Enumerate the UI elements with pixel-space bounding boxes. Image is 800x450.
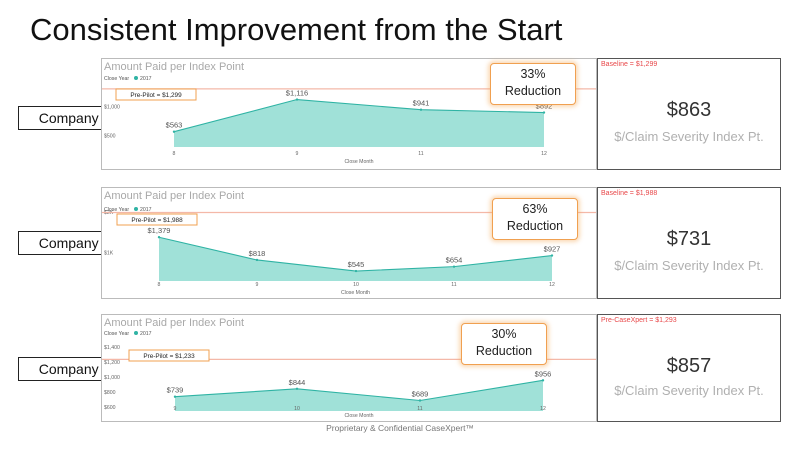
legend-series[interactable]: 2017 xyxy=(140,331,152,337)
x-tick-label: 9 xyxy=(256,282,259,288)
legend-prefix: Close Year xyxy=(104,207,129,213)
data-label: $545 xyxy=(348,260,365,269)
data-point[interactable] xyxy=(418,399,422,402)
data-label: $927 xyxy=(544,245,561,254)
data-point[interactable] xyxy=(452,265,456,268)
data-point[interactable] xyxy=(295,98,299,101)
company-2-chart-panel[interactable]: Amount Paid per Index Point Close Year 20… xyxy=(101,187,597,299)
data-point[interactable] xyxy=(172,130,176,133)
pre-pilot-label: Pre-Pilot = $1,299 xyxy=(130,92,182,99)
x-tick-label: 11 xyxy=(451,282,456,288)
data-label: $956 xyxy=(535,369,552,378)
chart-title: Amount Paid per Index Point xyxy=(104,190,245,202)
series-line xyxy=(174,379,544,402)
data-label: $818 xyxy=(249,249,266,258)
pre-pilot-box xyxy=(116,213,198,226)
data-point[interactable] xyxy=(419,108,423,111)
pre-pilot-label: Pre-Pilot = $1,988 xyxy=(131,217,183,224)
data-point[interactable] xyxy=(541,379,545,382)
baseline-label: Baseline = $1,299 xyxy=(601,61,658,68)
legend-prefix: Close Year xyxy=(104,76,129,82)
reduction-callout: 63% Reduction xyxy=(492,198,578,240)
legend-series[interactable]: 2017 xyxy=(140,207,152,213)
callout-text: 63% Reduction xyxy=(506,202,564,233)
data-point[interactable] xyxy=(295,387,299,390)
x-tick-label: 9 xyxy=(174,406,177,412)
y-tick-label: $500 xyxy=(104,133,116,139)
data-label: $1,116 xyxy=(286,89,308,98)
x-tick-label: 8 xyxy=(173,151,176,157)
company-1-stat-panel: Baseline = $1,299 $863 $/Claim Severity … xyxy=(597,58,781,170)
x-tick-label: 10 xyxy=(353,282,359,288)
series-area xyxy=(175,380,543,411)
reduction-callout: 30% Reduction xyxy=(461,323,547,365)
legend-prefix: Close Year xyxy=(104,331,129,337)
baseline-label: Baseline = $1,988 xyxy=(601,190,658,197)
footer-text: Proprietary & Confidential CaseXpert™ xyxy=(326,423,474,433)
chart-title: Amount Paid per Index Point xyxy=(104,317,245,329)
series-line xyxy=(173,98,545,133)
legend-marker xyxy=(134,207,138,211)
callout-text: 33% Reduction xyxy=(504,67,562,98)
baseline-label: Pre-CaseXpert = $1,293 xyxy=(601,317,677,324)
x-tick-label: 12 xyxy=(540,406,546,412)
x-tick-label: 12 xyxy=(549,282,555,288)
y-tick-label: $600 xyxy=(104,405,116,411)
series-area xyxy=(174,99,544,147)
stat-caption: $/Claim Severity Index Pt. xyxy=(614,383,764,398)
data-label: $941 xyxy=(413,99,430,108)
y-tick-label: $1,200 xyxy=(104,360,120,366)
company-2-area-chart: Close Year2017$2K$1K$1,3798$8189$54510$6… xyxy=(102,207,596,296)
pre-pilot-box xyxy=(128,349,210,362)
data-point[interactable] xyxy=(354,269,358,273)
data-label: $654 xyxy=(446,256,463,265)
company-3-stat-panel: Pre-CaseXpert = $1,293 $857 $/Claim Seve… xyxy=(597,314,781,422)
x-tick-label: 10 xyxy=(294,406,300,412)
slide-title: Consistent Improvement from the Start xyxy=(30,12,563,47)
company-1-chart-panel[interactable]: Amount Paid per Index Point Close Year 20… xyxy=(101,58,597,170)
pre-pilot-box xyxy=(115,88,197,101)
data-label: $739 xyxy=(167,386,184,395)
x-axis-title: Close Month xyxy=(344,413,373,419)
stat-caption: $/Claim Severity Index Pt. xyxy=(614,129,764,144)
x-tick-label: 11 xyxy=(418,151,423,157)
legend-series[interactable]: 2017 xyxy=(140,76,152,82)
series-area xyxy=(159,237,552,281)
data-point[interactable] xyxy=(173,395,177,398)
pre-pilot-label: Pre-Pilot = $1,233 xyxy=(143,353,195,360)
callout-text: 30% Reduction xyxy=(475,327,533,358)
stat-caption: $/Claim Severity Index Pt. xyxy=(614,258,764,273)
y-tick-label: $1K xyxy=(104,251,114,257)
x-axis-title: Close Month xyxy=(344,159,373,165)
x-tick-label: 8 xyxy=(158,282,161,288)
reduction-callout: 33% Reduction xyxy=(490,63,576,105)
data-label: $689 xyxy=(412,389,429,398)
data-point[interactable] xyxy=(157,236,161,239)
chart-title: Amount Paid per Index Point xyxy=(104,61,245,73)
x-axis-title: Close Month xyxy=(341,290,370,296)
stat-value: $863 xyxy=(666,99,712,121)
legend-marker xyxy=(134,331,138,335)
data-label: $844 xyxy=(289,378,306,387)
y-tick-label: $1,000 xyxy=(104,104,120,110)
company-2-stat-panel: Baseline = $1,988 $731 $/Claim Severity … xyxy=(597,187,781,299)
y-tick-label: $1,000 xyxy=(104,375,120,381)
x-tick-label: 9 xyxy=(296,151,299,157)
x-tick-label: 11 xyxy=(417,406,422,412)
y-tick-label: $1,400 xyxy=(104,345,120,351)
data-point[interactable] xyxy=(542,111,546,114)
data-point[interactable] xyxy=(255,258,259,262)
data-label: $563 xyxy=(166,121,183,130)
stat-value: $731 xyxy=(666,228,712,250)
data-label: $1,379 xyxy=(148,226,171,235)
company-1-area-chart: Close Year 2017 $1,000 $500 $563 8 $1,116 9 $941… xyxy=(102,76,596,165)
x-tick-label: 12 xyxy=(541,151,547,157)
stat-value: $857 xyxy=(666,355,712,377)
company-3-area-chart: Close Year 2017 $1,400 $1,200 $1,000 $800 $600… xyxy=(102,331,596,419)
legend-marker xyxy=(134,76,138,80)
data-point[interactable] xyxy=(550,254,554,257)
data-label: $892 xyxy=(536,102,553,111)
y-tick-label: $800 xyxy=(104,390,116,396)
